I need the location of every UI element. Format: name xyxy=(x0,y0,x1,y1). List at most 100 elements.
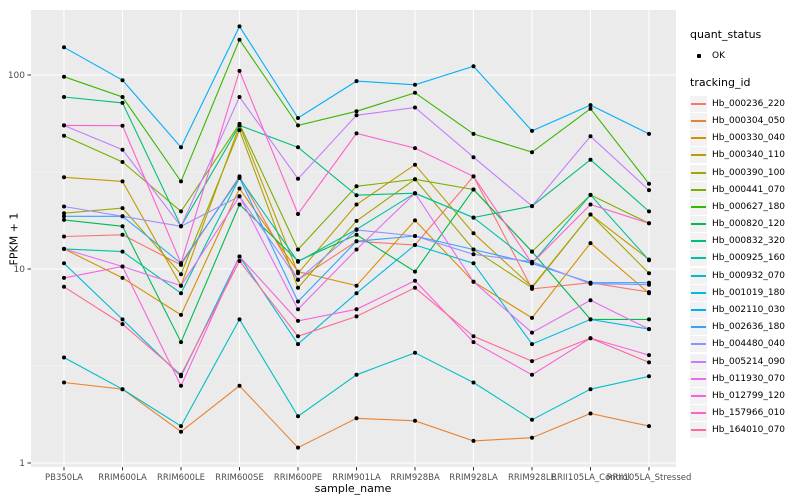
legend-item-Hb_001019_180: Hb_001019_180 xyxy=(690,284,800,301)
data-point xyxy=(413,243,417,247)
legend-label: Hb_012799_120 xyxy=(712,390,786,401)
data-point xyxy=(62,217,66,222)
legend-key-swatch xyxy=(690,405,707,422)
data-point xyxy=(413,90,417,95)
data-point xyxy=(120,179,125,184)
data-point xyxy=(413,285,417,290)
data-point xyxy=(354,232,359,237)
x-tick-label: RRIM928BA xyxy=(390,473,440,483)
data-point xyxy=(62,123,66,128)
data-point xyxy=(471,174,476,179)
data-point xyxy=(588,212,593,217)
legend-label: Hb_000932_070 xyxy=(712,270,786,281)
data-point xyxy=(588,336,593,341)
legend-key-swatch xyxy=(690,319,707,336)
data-point xyxy=(296,445,300,450)
legend-label: Hb_000304_050 xyxy=(712,115,786,126)
data-point xyxy=(120,100,125,105)
x-axis-title: sample_name xyxy=(314,482,392,495)
y-tick-label: 100 xyxy=(8,71,25,81)
legend: quant_status OK tracking_id Hb_000236_22… xyxy=(690,28,800,439)
data-point xyxy=(296,123,300,128)
data-point xyxy=(296,277,300,282)
data-point xyxy=(471,155,476,160)
legend-item-Hb_164010_070: Hb_164010_070 xyxy=(690,422,800,439)
data-point xyxy=(120,387,125,392)
data-point xyxy=(413,269,417,274)
data-point xyxy=(120,123,125,128)
legend-label: Hb_011930_070 xyxy=(712,373,786,384)
data-point xyxy=(237,186,242,191)
data-point xyxy=(354,283,359,288)
data-point xyxy=(413,234,417,238)
legend-label: Hb_002110_030 xyxy=(712,305,786,316)
data-point xyxy=(237,254,242,259)
data-point xyxy=(120,160,125,164)
legend-item-Hb_000832_320: Hb_000832_320 xyxy=(690,233,800,250)
data-point xyxy=(354,291,359,296)
data-point xyxy=(296,271,300,276)
legend-label: Hb_164010_070 xyxy=(712,425,786,436)
data-point xyxy=(62,284,66,289)
data-point xyxy=(296,342,300,347)
data-point xyxy=(588,241,593,246)
data-point xyxy=(530,128,534,133)
data-point xyxy=(237,259,242,263)
data-point xyxy=(179,145,183,150)
data-point xyxy=(179,261,183,266)
y-tick-label: 10 xyxy=(14,265,26,275)
legend-label: Hb_002636_180 xyxy=(712,322,786,333)
data-point xyxy=(296,318,300,323)
data-point xyxy=(237,123,242,128)
data-point xyxy=(354,193,359,198)
data-point xyxy=(179,429,183,434)
data-point xyxy=(413,218,417,223)
data-point xyxy=(296,299,300,304)
data-point xyxy=(179,283,183,288)
data-point xyxy=(647,181,651,186)
data-point xyxy=(354,314,359,319)
x-tick-label: PB350LA xyxy=(45,473,83,483)
legend-key-swatch xyxy=(690,216,707,233)
data-point xyxy=(179,372,183,377)
legend-label: Hb_000832_320 xyxy=(712,236,786,247)
data-point xyxy=(588,192,593,197)
data-point xyxy=(354,218,359,223)
legend-key-swatch xyxy=(690,284,707,301)
x-tick-label: RRIM600PE xyxy=(274,473,322,483)
data-point xyxy=(413,177,417,182)
legend-title-quant-status: quant_status xyxy=(690,28,762,41)
data-point xyxy=(647,317,651,322)
data-point xyxy=(647,282,651,287)
data-point xyxy=(354,131,359,136)
legend-key-swatch xyxy=(690,147,707,164)
legend-key-swatch xyxy=(690,302,707,319)
legend-key-swatch xyxy=(690,95,707,112)
ok-point-icon xyxy=(690,47,707,64)
data-point xyxy=(179,312,183,317)
data-point xyxy=(647,291,651,296)
data-point xyxy=(530,249,534,254)
legend-label: Hb_000820_120 xyxy=(712,219,786,230)
legend-item-Hb_000236_220: Hb_000236_220 xyxy=(690,95,800,112)
legend-title-tracking-id: tracking_id xyxy=(690,76,751,90)
legend-item-Hb_000340_110: Hb_000340_110 xyxy=(690,147,800,164)
data-point xyxy=(354,79,359,84)
data-point xyxy=(471,252,476,257)
data-point xyxy=(62,211,66,216)
legend-item-Hb_005214_090: Hb_005214_090 xyxy=(690,353,800,370)
data-point xyxy=(530,435,534,440)
data-point xyxy=(588,387,593,392)
data-point xyxy=(296,285,300,290)
data-point xyxy=(354,247,359,252)
data-point xyxy=(530,417,534,422)
data-point xyxy=(588,298,593,303)
legend-key-swatch xyxy=(690,250,707,267)
data-point xyxy=(588,106,593,111)
data-point xyxy=(296,307,300,312)
x-tick-label: RRII105LA_Stressed xyxy=(607,473,692,483)
legend-label: Hb_004480_040 xyxy=(712,339,786,350)
data-point xyxy=(237,37,242,42)
data-point xyxy=(120,95,125,99)
data-point xyxy=(237,68,242,73)
